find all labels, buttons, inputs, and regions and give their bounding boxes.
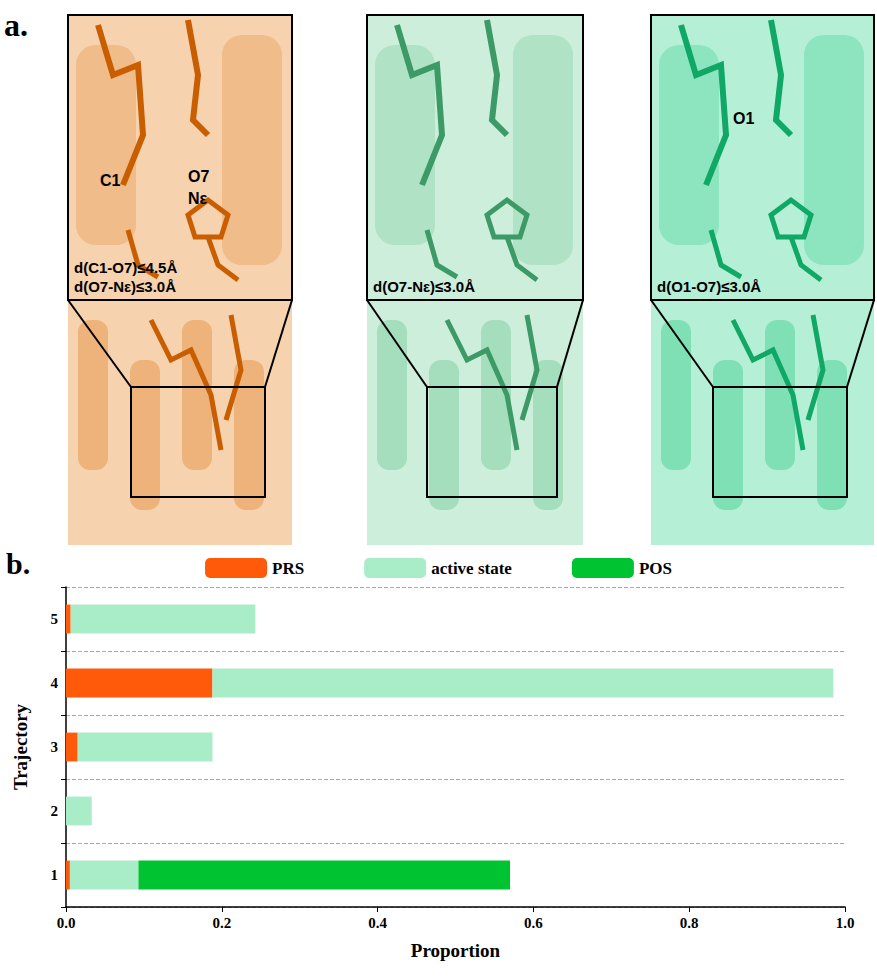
svg-text:d(O7-Nε)≤3.0Å: d(O7-Nε)≤3.0Å [373, 278, 475, 295]
svg-text:0.2: 0.2 [212, 915, 231, 931]
svg-text:Nε: Nε [188, 190, 208, 207]
svg-text:0.4: 0.4 [368, 915, 387, 931]
svg-text:2: 2 [51, 803, 59, 819]
svg-text:d(O1-O7)≤3.0Å: d(O1-O7)≤3.0Å [657, 278, 761, 295]
svg-text:d(C1-O7)≤4.5Å: d(C1-O7)≤4.5Å [74, 259, 177, 276]
svg-text:O1: O1 [733, 110, 754, 127]
svg-text:3: 3 [51, 739, 59, 755]
svg-text:PRS: PRS [272, 559, 304, 578]
svg-text:Trajectory: Trajectory [10, 703, 31, 790]
svg-text:0.8: 0.8 [680, 915, 699, 931]
svg-text:C1: C1 [100, 172, 121, 189]
svg-text:Proportion: Proportion [411, 940, 501, 961]
svg-text:active state: active state [431, 559, 512, 578]
svg-text:a.: a. [4, 7, 28, 43]
svg-text:O7: O7 [188, 168, 209, 185]
svg-text:1.0: 1.0 [836, 915, 855, 931]
svg-text:POS: POS [639, 559, 672, 578]
svg-text:1: 1 [51, 867, 59, 883]
svg-text:4: 4 [51, 675, 59, 691]
svg-text:0.6: 0.6 [524, 915, 543, 931]
svg-text:5: 5 [51, 611, 59, 627]
svg-text:0.0: 0.0 [57, 915, 76, 931]
svg-text:d(O7-Nε)≤3.0Å: d(O7-Nε)≤3.0Å [74, 278, 176, 295]
html-text:b.: b. [6, 547, 31, 580]
